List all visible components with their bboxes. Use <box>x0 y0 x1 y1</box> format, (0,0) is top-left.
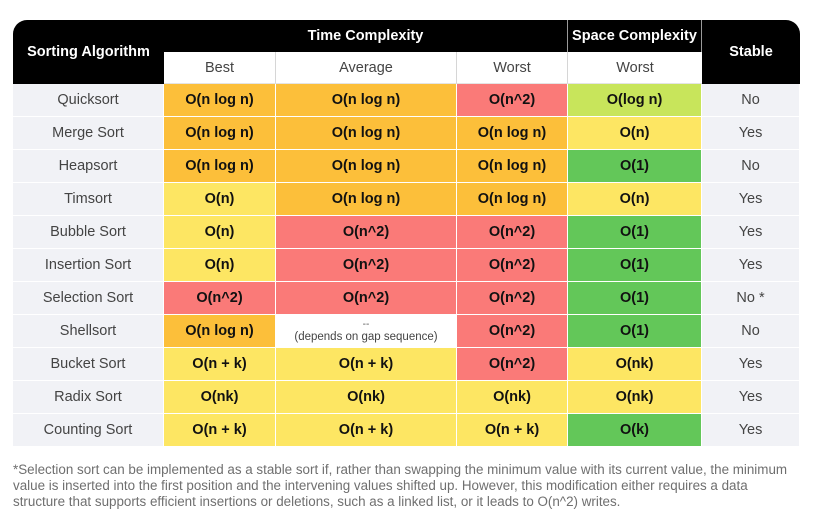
stable-cell: Yes <box>702 249 801 282</box>
stable-cell: No <box>702 315 801 348</box>
stable-cell: Yes <box>702 117 801 150</box>
table-row: Selection Sort O(n^2) O(n^2) O(n^2) O(1)… <box>13 282 801 315</box>
worst-cell: O(n^2) <box>457 282 569 315</box>
average-gap-note: (depends on gap sequence) <box>294 331 438 343</box>
worst-cell: O(n log n) <box>457 183 569 216</box>
worst-cell: O(n^2) <box>457 315 569 348</box>
best-cell: O(n) <box>164 249 276 282</box>
worst-cell: O(n^2) <box>457 216 569 249</box>
header-worst: Worst <box>457 52 569 84</box>
stable-cell: Yes <box>702 183 801 216</box>
average-cell: -- (depends on gap sequence) <box>276 315 457 348</box>
space-cell: O(1) <box>568 249 703 282</box>
worst-cell: O(nk) <box>457 381 569 414</box>
header-time-complexity: Time Complexity <box>164 20 569 52</box>
worst-cell: O(n log n) <box>457 117 569 150</box>
average-cell: O(n log n) <box>276 117 457 150</box>
average-cell: O(n^2) <box>276 249 457 282</box>
table-row: Radix Sort O(nk) O(nk) O(nk) O(nk) Yes <box>13 381 801 414</box>
sorting-complexity-table: Sorting Algorithm Time Complexity Space … <box>13 20 801 447</box>
best-cell: O(n log n) <box>164 84 276 117</box>
header-space-worst: Worst <box>568 52 703 84</box>
stable-cell: No * <box>702 282 801 315</box>
average-cell: O(n log n) <box>276 150 457 183</box>
worst-cell: O(n + k) <box>457 414 569 447</box>
table-row: Bubble Sort O(n) O(n^2) O(n^2) O(1) Yes <box>13 216 801 249</box>
best-cell: O(nk) <box>164 381 276 414</box>
space-cell: O(nk) <box>568 348 703 381</box>
stable-cell: Yes <box>702 381 801 414</box>
table-row: Insertion Sort O(n) O(n^2) O(n^2) O(1) Y… <box>13 249 801 282</box>
space-cell: O(nk) <box>568 381 703 414</box>
header-average: Average <box>276 52 457 84</box>
table-row: Bucket Sort O(n + k) O(n + k) O(n^2) O(n… <box>13 348 801 381</box>
space-cell: O(1) <box>568 150 703 183</box>
space-cell: O(1) <box>568 282 703 315</box>
space-cell: O(k) <box>568 414 703 447</box>
best-cell: O(n^2) <box>164 282 276 315</box>
footnote: *Selection sort can be implemented as a … <box>13 462 788 509</box>
average-cell: O(nk) <box>276 381 457 414</box>
algorithm-name: Quicksort <box>13 84 164 117</box>
average-cell: O(n + k) <box>276 414 457 447</box>
stable-cell: Yes <box>702 216 801 249</box>
algorithm-name: Bucket Sort <box>13 348 164 381</box>
stable-cell: Yes <box>702 414 801 447</box>
average-cell: O(n^2) <box>276 216 457 249</box>
worst-cell: O(n^2) <box>457 348 569 381</box>
worst-cell: O(n log n) <box>457 150 569 183</box>
algorithm-name: Bubble Sort <box>13 216 164 249</box>
table-row: Heapsort O(n log n) O(n log n) O(n log n… <box>13 150 801 183</box>
algorithm-name: Radix Sort <box>13 381 164 414</box>
algorithm-name: Merge Sort <box>13 117 164 150</box>
space-cell: O(log n) <box>568 84 703 117</box>
algorithm-name: Insertion Sort <box>13 249 164 282</box>
best-cell: O(n log n) <box>164 150 276 183</box>
header-stable: Stable <box>702 20 801 84</box>
algorithm-name: Heapsort <box>13 150 164 183</box>
table-row: Shellsort O(n log n) -- (depends on gap … <box>13 315 801 348</box>
space-cell: O(1) <box>568 216 703 249</box>
best-cell: O(n + k) <box>164 348 276 381</box>
header-row-main: Sorting Algorithm Time Complexity Space … <box>13 20 801 84</box>
table-row: Counting Sort O(n + k) O(n + k) O(n + k)… <box>13 414 801 447</box>
average-cell: O(n^2) <box>276 282 457 315</box>
best-cell: O(n) <box>164 183 276 216</box>
stable-cell: No <box>702 84 801 117</box>
table-row: Timsort O(n) O(n log n) O(n log n) O(n) … <box>13 183 801 216</box>
best-cell: O(n) <box>164 216 276 249</box>
best-cell: O(n + k) <box>164 414 276 447</box>
space-cell: O(1) <box>568 315 703 348</box>
average-cell: O(n + k) <box>276 348 457 381</box>
algorithm-name: Counting Sort <box>13 414 164 447</box>
best-cell: O(n log n) <box>164 117 276 150</box>
worst-cell: O(n^2) <box>457 84 569 117</box>
algorithm-name: Selection Sort <box>13 282 164 315</box>
table-row: Merge Sort O(n log n) O(n log n) O(n log… <box>13 117 801 150</box>
average-cell: O(n log n) <box>276 183 457 216</box>
header-row-sub: Best Average Worst Worst <box>13 52 800 84</box>
best-cell: O(n log n) <box>164 315 276 348</box>
average-cell: O(n log n) <box>276 84 457 117</box>
table-row: Quicksort O(n log n) O(n log n) O(n^2) O… <box>13 84 801 117</box>
stable-cell: No <box>702 150 801 183</box>
header-best: Best <box>164 52 276 84</box>
worst-cell: O(n^2) <box>457 249 569 282</box>
header-sorting-algorithm: Sorting Algorithm <box>13 20 164 84</box>
complexity-table-container: Sorting Algorithm Time Complexity Space … <box>13 20 801 447</box>
space-cell: O(n) <box>568 183 703 216</box>
stable-cell: Yes <box>702 348 801 381</box>
space-cell: O(n) <box>568 117 703 150</box>
algorithm-name: Shellsort <box>13 315 164 348</box>
algorithm-name: Timsort <box>13 183 164 216</box>
average-dash: -- <box>362 319 370 330</box>
header-space-complexity: Space Complexity <box>568 20 703 52</box>
